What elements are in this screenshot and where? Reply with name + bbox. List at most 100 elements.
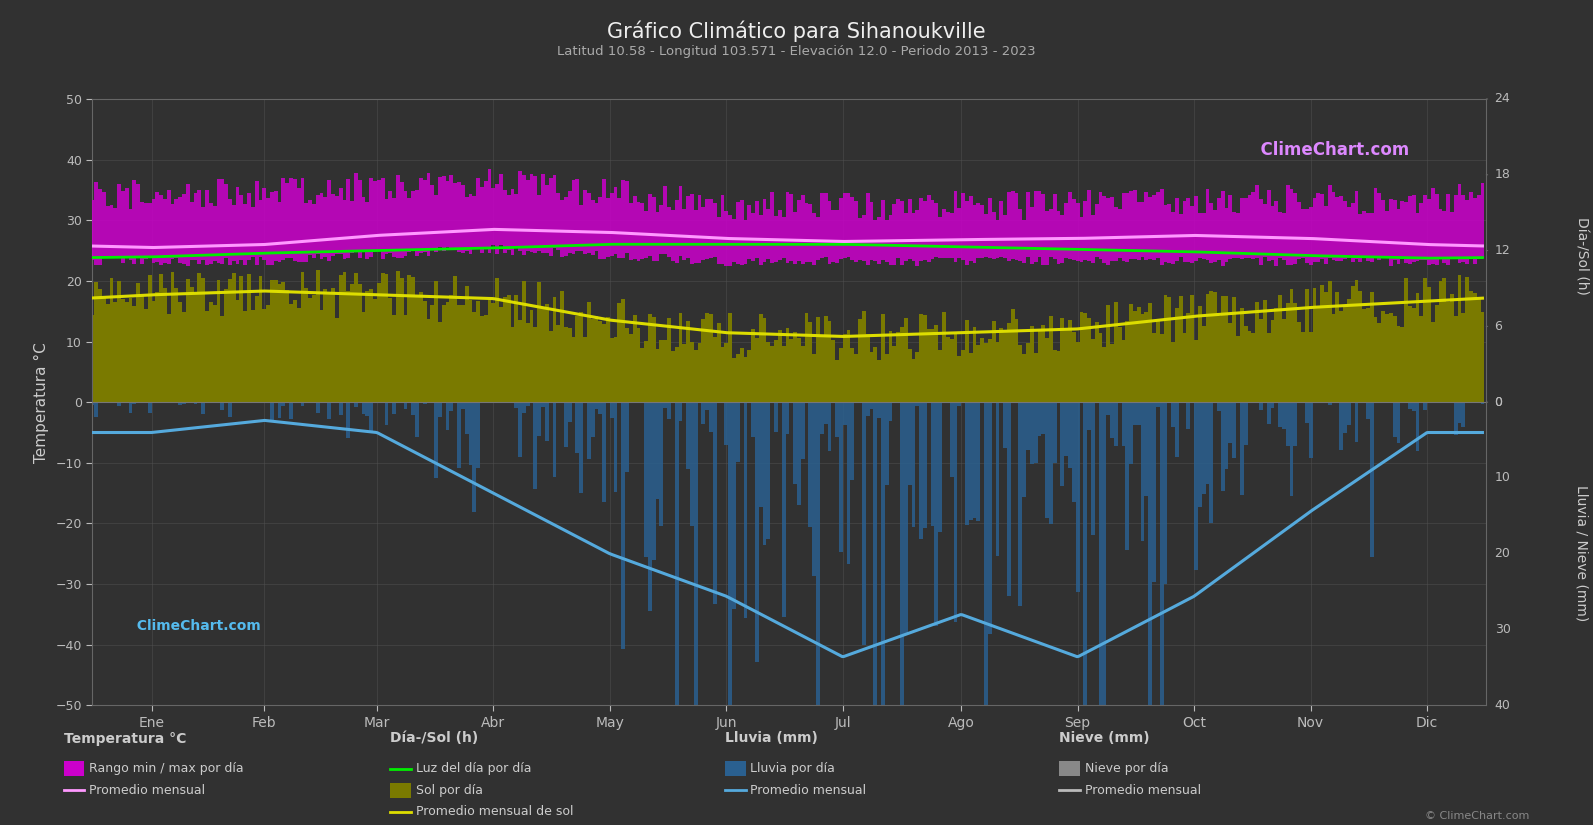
Bar [1305,403,1309,422]
Bar [755,337,758,403]
Bar [186,184,190,266]
Bar [1171,213,1176,264]
Bar [1149,197,1152,258]
Bar [99,189,102,265]
Bar [1149,304,1152,403]
Bar [269,403,274,421]
Bar [957,403,961,406]
Bar [835,210,840,263]
Bar [832,340,835,403]
Bar [785,403,790,434]
Bar [758,403,763,507]
Bar [827,321,832,403]
Bar [1034,403,1037,463]
Bar [381,178,384,259]
Bar [1343,201,1348,259]
Bar [591,403,594,436]
Bar [1294,303,1297,403]
Bar [1031,207,1034,264]
Bar [269,192,274,265]
Bar [908,403,911,485]
Bar [690,403,695,526]
Bar [667,403,671,418]
Bar [1329,403,1332,405]
Bar [1075,203,1080,261]
Bar [720,195,725,264]
Bar [220,316,225,403]
Bar [663,186,667,254]
Bar [258,200,263,257]
Bar [884,355,889,403]
Bar [408,199,411,252]
Bar [900,200,903,265]
Bar [777,210,782,260]
Bar [1007,403,1012,596]
Bar [1121,340,1125,403]
Bar [1348,207,1351,257]
Bar [511,189,515,255]
Bar [1045,338,1050,403]
Bar [523,403,526,413]
Bar [400,279,403,403]
Bar [919,314,922,403]
Bar [862,403,865,644]
Bar [277,285,282,403]
Bar [266,199,269,265]
Bar [594,203,599,251]
Bar [988,339,992,403]
Bar [507,295,511,403]
Bar [1294,193,1297,264]
Bar [209,203,213,265]
Bar [652,197,656,262]
Bar [419,177,422,253]
Bar [679,313,682,403]
Bar [1176,197,1179,262]
Bar [843,193,846,258]
Bar [110,205,113,257]
Bar [1034,191,1037,262]
Bar [586,302,591,403]
Bar [965,201,969,265]
Bar [785,192,790,263]
Bar [656,403,660,498]
Bar [567,328,572,403]
Text: Lluvia / Nieve (mm): Lluvia / Nieve (mm) [1575,484,1588,621]
Bar [774,341,777,403]
Bar [484,314,487,403]
Bar [378,283,381,403]
Bar [599,321,602,403]
Bar [1171,403,1176,427]
Bar [1209,291,1214,403]
Bar [922,315,927,403]
Bar [537,282,542,403]
Bar [1384,211,1389,257]
Bar [137,283,140,403]
Bar [148,403,151,412]
Bar [1069,403,1072,469]
Bar [610,403,613,418]
Bar [1080,313,1083,403]
Bar [304,288,307,403]
Bar [938,218,941,258]
Bar [140,295,143,403]
Bar [1286,403,1290,446]
Bar [170,204,175,259]
Bar [999,200,1004,257]
Text: Gráfico Climático para Sihanoukville: Gráfico Climático para Sihanoukville [607,21,986,42]
Bar [1340,196,1343,262]
Bar [503,297,507,403]
Bar [637,328,640,403]
Bar [881,200,884,260]
Bar [854,354,859,403]
Bar [315,403,320,413]
Bar [194,192,198,260]
Bar [824,316,827,403]
Bar [335,318,339,403]
Text: Nieve (mm): Nieve (mm) [1059,732,1150,746]
Bar [105,304,110,403]
Bar [854,200,859,262]
Bar [1340,311,1343,403]
Bar [575,179,580,252]
Bar [1069,192,1072,258]
Bar [288,178,293,258]
